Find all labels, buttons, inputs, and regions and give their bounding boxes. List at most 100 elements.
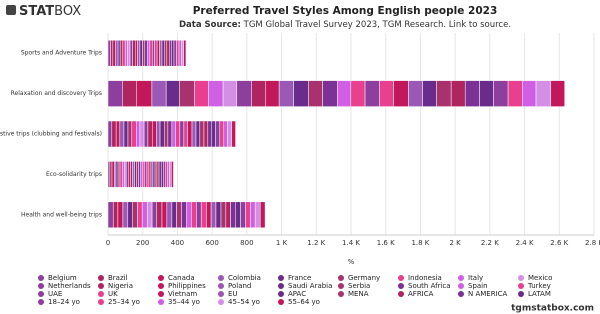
- bar-segment: [127, 120, 133, 148]
- legend-label[interactable]: Italy: [468, 274, 483, 282]
- legend-label[interactable]: APAC: [288, 290, 306, 298]
- bar-segment: [550, 80, 565, 107]
- legend-marker: [518, 283, 524, 289]
- bar-segment: [191, 120, 197, 148]
- legend-label[interactable]: Germany: [348, 274, 380, 282]
- bar-segment: [111, 161, 115, 188]
- bar-segment: [128, 161, 131, 188]
- legend-label[interactable]: EU: [228, 290, 238, 298]
- legend-label[interactable]: UAE: [48, 290, 62, 298]
- legend-marker: [458, 291, 464, 297]
- bar-segment: [379, 80, 394, 107]
- legend-label[interactable]: 35–44 yo: [168, 298, 200, 306]
- bar-segment: [176, 201, 182, 229]
- bar-segment: [107, 39, 111, 67]
- bar-segment: [215, 201, 222, 229]
- bar-segment: [140, 161, 144, 188]
- bar-segment: [254, 201, 261, 229]
- legend-marker: [98, 283, 104, 289]
- legend-label[interactable]: Saudi Arabia: [288, 282, 332, 290]
- legend-marker: [338, 283, 344, 289]
- bar-segment: [142, 161, 146, 188]
- legend-label[interactable]: Indonesia: [408, 274, 442, 282]
- bar-segment: [121, 161, 125, 188]
- bar-segment: [240, 201, 246, 229]
- legend-label[interactable]: Nigeria: [108, 282, 133, 290]
- legend-marker: [278, 299, 284, 305]
- bar-segment: [219, 120, 225, 148]
- footer: tgmstatbox.com: [511, 304, 594, 314]
- bar-segment: [235, 201, 241, 229]
- legend-label[interactable]: Serbia: [348, 282, 370, 290]
- bar-segment: [152, 120, 157, 148]
- bar-segment: [265, 80, 280, 107]
- bar-segment: [146, 39, 151, 67]
- bar-segment: [151, 80, 167, 107]
- bar-segment: [107, 120, 113, 148]
- legend-label[interactable]: South Africa: [408, 282, 451, 290]
- y-tick-label: Festive trips (clubbing and festivals): [0, 131, 102, 138]
- legend-label[interactable]: LATAM: [528, 290, 551, 298]
- legend-label[interactable]: Brazil: [108, 274, 128, 282]
- x-tick-label: 1.8 K: [411, 239, 429, 247]
- legend-label[interactable]: MENA: [348, 290, 369, 298]
- x-tick-label: 1.6 K: [377, 239, 395, 247]
- logo-bold: STAT: [19, 4, 54, 19]
- bar-segment: [171, 201, 177, 229]
- legend-marker: [278, 283, 284, 289]
- bar-segment: [146, 161, 150, 188]
- legend-label[interactable]: AFRICA: [408, 290, 434, 298]
- legend-label[interactable]: 18–24 yo: [48, 298, 80, 306]
- bar-segment: [134, 161, 137, 188]
- bar-segment: [171, 39, 175, 67]
- bar-segment: [225, 201, 231, 229]
- x-tick-label: 1.4 K: [342, 239, 360, 247]
- bar-segment: [132, 161, 135, 188]
- bar-segment: [393, 80, 409, 107]
- bar-segment: [158, 161, 162, 188]
- bar-segment: [115, 120, 121, 148]
- legend-label[interactable]: 45–54 yo: [228, 298, 260, 306]
- legend-marker: [398, 283, 404, 289]
- legend-label[interactable]: Mexico: [528, 274, 552, 282]
- bar-segment: [152, 39, 155, 67]
- legend-label[interactable]: Spain: [468, 282, 488, 290]
- legend-label[interactable]: Vietnam: [168, 290, 197, 298]
- y-tick-label: Sports and Adventure Trips: [21, 50, 102, 57]
- subtitle: Data Source: TGM Global Travel Survey 20…: [179, 20, 511, 30]
- bar-segment: [522, 80, 537, 107]
- logo-icon: [6, 5, 16, 15]
- legend-label[interactable]: Belgium: [48, 274, 77, 282]
- x-tick-label: 2.6 K: [550, 239, 568, 247]
- legend-marker: [158, 299, 164, 305]
- bar-segment: [156, 161, 160, 188]
- legend-label[interactable]: 25–34 yo: [108, 298, 140, 306]
- legend-label[interactable]: 55–64 yo: [288, 298, 320, 306]
- x-tick-label: 1.2 K: [307, 239, 325, 247]
- bar-segment: [179, 120, 185, 148]
- legend-label[interactable]: Canada: [168, 274, 195, 282]
- bar-segment: [139, 39, 143, 67]
- bar-segment: [507, 80, 523, 107]
- source-text[interactable]: TGM Global Travel Survey 2023, TGM Resea…: [243, 20, 511, 30]
- legend-label[interactable]: Poland: [228, 282, 251, 290]
- bar-segment: [113, 161, 117, 188]
- legend-label[interactable]: Philippines: [168, 282, 206, 290]
- bar-segment: [154, 161, 158, 188]
- legend-label[interactable]: UK: [108, 290, 118, 298]
- bar-segment: [132, 201, 138, 229]
- bar-segment: [123, 120, 129, 148]
- bar-segment: [112, 201, 119, 229]
- legend-label[interactable]: Colombia: [228, 274, 261, 282]
- bar-segment: [176, 39, 180, 67]
- bar-segment: [150, 161, 154, 188]
- bar-segment: [110, 39, 114, 67]
- bar-segment: [156, 201, 163, 229]
- bar-segment: [130, 161, 133, 188]
- legend-label[interactable]: Turkey: [527, 282, 551, 290]
- bar-segment: [147, 120, 153, 148]
- legend-label[interactable]: N AMERICA: [468, 290, 508, 298]
- legend-label[interactable]: France: [288, 274, 311, 282]
- legend-label[interactable]: Netherlands: [48, 282, 91, 290]
